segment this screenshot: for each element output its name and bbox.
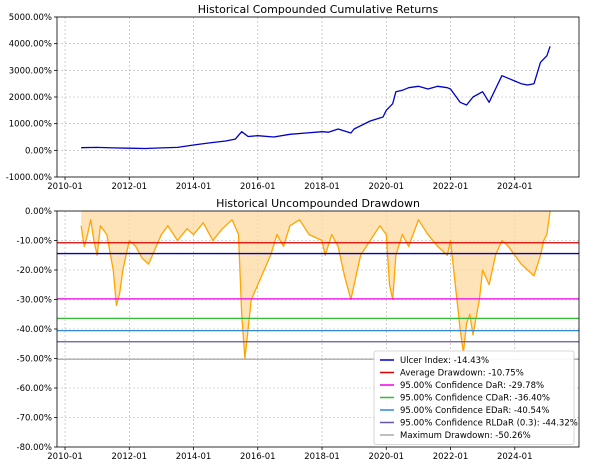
x-tick-label: 2020-01 (369, 452, 405, 462)
x-tick-label: 2020-01 (369, 182, 405, 192)
plot-frame (56, 16, 580, 178)
y-axis: 5000.00% 4000.00% 3000.00% 2000.00% 1000.00%… (6, 13, 57, 183)
returns-line (81, 46, 551, 150)
y-tick-label: 3000.00% (9, 66, 52, 76)
grid (57, 16, 579, 178)
y-tick-label: -1000.00% (6, 173, 52, 183)
chart-title: Historical Compounded Cumulative Returns (198, 3, 439, 16)
y-axis: 0.00% -10.00% -20.00% -30.00% -40.00% -50.00%… (17, 207, 57, 453)
x-tick-label: 2016-01 (240, 452, 276, 462)
legend-label: 95.00% Confidence RLDaR (0.3): -44.32% (400, 419, 578, 429)
y-tick-label: 4000.00% (9, 40, 52, 50)
legend-label: Maximum Drawdown: -50.26% (400, 431, 531, 441)
y-tick-label: 0.00% (25, 207, 52, 217)
cumulative-returns-chart: Historical Compounded Cumulative Returns… (6, 3, 580, 192)
plot-frame (56, 210, 580, 448)
y-tick-label: 5000.00% (9, 13, 52, 23)
legend-label: 95.00% Confidence DaR: -29.78% (400, 381, 544, 391)
x-tick-label: 2024-01 (497, 452, 533, 462)
y-tick-label: -50.00% (17, 355, 52, 365)
reference-lines (57, 242, 579, 360)
legend-label: 95.00% Confidence EDaR: -40.54% (400, 406, 549, 416)
legend-label: Average Drawdown: -10.75% (400, 369, 524, 379)
y-tick-label: -40.00% (17, 325, 52, 335)
series-layer (81, 46, 551, 150)
y-tick-label: -80.00% (17, 443, 52, 453)
x-tick-label: 2014-01 (176, 182, 212, 192)
y-tick-label: -70.00% (17, 414, 52, 424)
legend-box (373, 350, 575, 445)
legend-label: Ulcer Index: -14.43% (400, 356, 489, 366)
y-tick-label: -30.00% (17, 296, 52, 306)
x-tick-label: 2016-01 (240, 182, 276, 192)
y-tick-label: 1000.00% (9, 120, 52, 130)
drawdown-line (80, 210, 551, 360)
x-tick-label: 2022-01 (433, 452, 469, 462)
drawdown-area (81, 211, 551, 359)
chart-title: Historical Uncompounded Drawdown (216, 197, 420, 210)
drawdown-chart: Historical Uncompounded Drawdown 0.00% -1… (17, 197, 580, 462)
x-tick-label: 2012-01 (112, 182, 148, 192)
x-tick-label: 2012-01 (112, 452, 148, 462)
y-tick-label: 2000.00% (9, 93, 52, 103)
x-tick-label: 2010-01 (47, 452, 83, 462)
x-tick-label: 2018-01 (304, 182, 340, 192)
x-tick-label: 2010-01 (47, 182, 83, 192)
y-tick-label: -60.00% (17, 384, 52, 394)
x-axis: 2010-01 2012-01 2014-01 2016-01 2018-01 2020-… (47, 177, 533, 192)
legend: Ulcer Index: -14.43% Average Drawdown: -1… (373, 350, 578, 445)
series-layer (80, 210, 551, 360)
x-tick-label: 2014-01 (176, 452, 212, 462)
x-tick-label: 2018-01 (304, 452, 340, 462)
y-tick-label: -20.00% (17, 266, 52, 276)
x-tick-label: 2024-01 (497, 182, 533, 192)
x-tick-label: 2022-01 (433, 182, 469, 192)
y-tick-label: -10.00% (17, 237, 52, 247)
y-tick-label: 0.00% (25, 146, 52, 156)
x-axis: 2010-01 2012-01 2014-01 2016-01 2018-01 2020-… (47, 447, 533, 462)
legend-label: 95.00% Confidence CDaR: -36.40% (400, 394, 550, 404)
